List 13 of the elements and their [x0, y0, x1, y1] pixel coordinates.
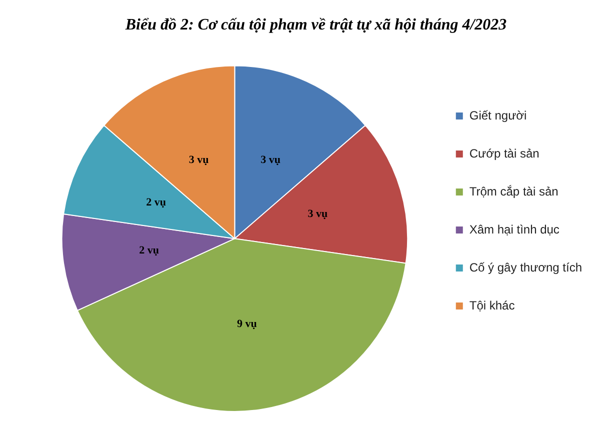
data-label: 9 vụ [237, 318, 257, 330]
data-label: 3 vụ [308, 208, 328, 220]
legend-label: Trộm cắp tài sản [469, 184, 558, 198]
legend-label: Xâm hại tình dục [469, 222, 560, 236]
legend-label: Cướp tài sản [469, 146, 540, 160]
legend-label: Cố ý gây thương tích [469, 260, 582, 274]
data-label: 3 vụ [188, 154, 209, 166]
legend-label: Tội khác [469, 298, 515, 312]
data-label: 2 vụ [146, 196, 166, 209]
data-label: 3 vụ [260, 154, 281, 166]
legend-label: Giết người [469, 108, 527, 122]
chart-title: Biểu đồ 2: Cơ cấu tội phạm về trật tự xã hội tháng 4/2023 [124, 16, 507, 34]
data-label: 2 vụ [139, 244, 160, 257]
